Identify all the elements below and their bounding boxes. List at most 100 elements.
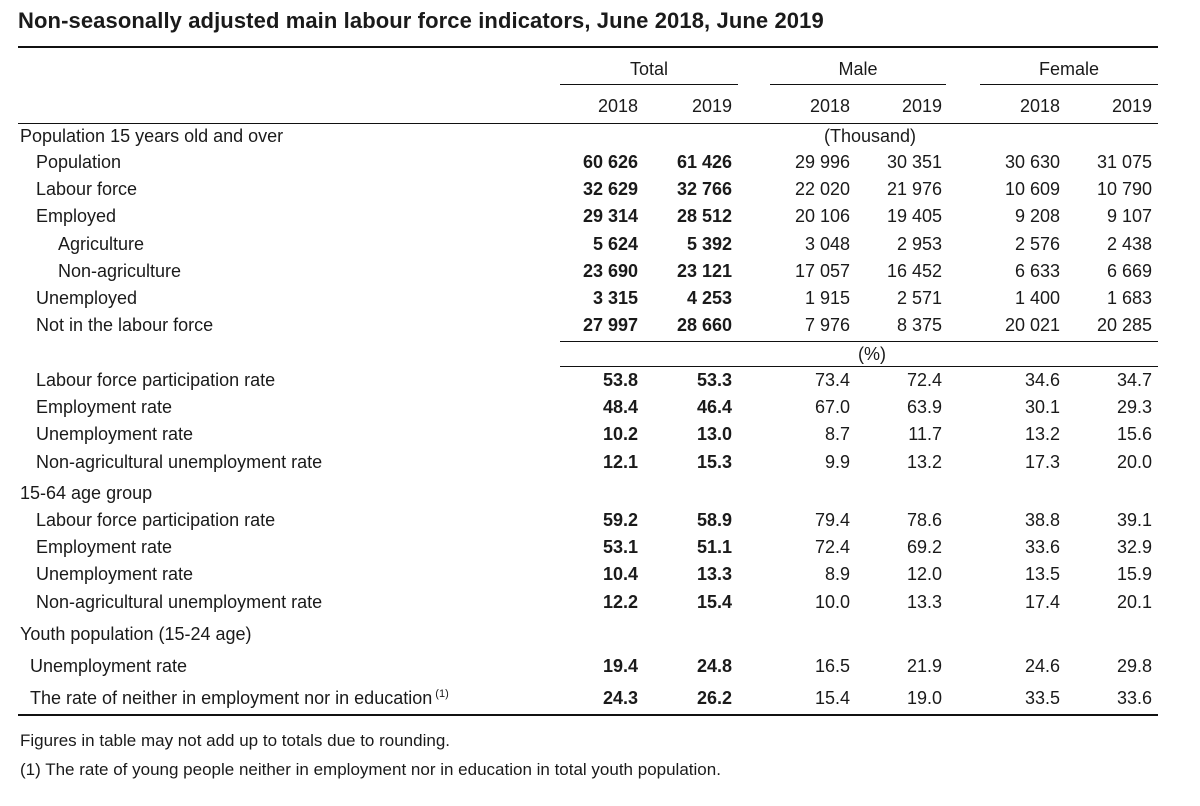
table-cell: 19 405 <box>886 206 942 227</box>
table-cell: 67.0 <box>814 397 850 418</box>
row-label: Employed <box>36 206 117 227</box>
table-cell: 19.4 <box>602 656 638 676</box>
table-cell: 10 790 <box>1096 179 1152 200</box>
table-cell: 23 690 <box>582 260 638 281</box>
table-cell: 51.1 <box>696 537 732 558</box>
table-cell: 6 633 <box>1014 260 1060 281</box>
footnote-neet-definition: (1) The rate of young people neither in … <box>20 760 721 779</box>
page-title: Non-seasonally adjusted main labour forc… <box>18 8 824 33</box>
row-label: Unemployment rate <box>30 656 188 676</box>
table-cell: 28 512 <box>676 206 732 227</box>
table-cell: 72.4 <box>906 370 942 390</box>
section-label-youth: Youth population (15-24 age) <box>20 624 252 644</box>
table-cell: 16.5 <box>814 656 850 676</box>
table-cell: 8.9 <box>824 564 850 585</box>
table-cell: 59.2 <box>602 510 638 530</box>
table-cell: 34.7 <box>1116 370 1152 390</box>
table-cell: 29.8 <box>1116 656 1152 676</box>
row-label: Labour force participation rate <box>36 370 276 390</box>
row-label: Unemployment rate <box>36 564 194 585</box>
table-cell: 72.4 <box>814 537 850 558</box>
table-cell: 8 375 <box>896 315 942 336</box>
table-cell: 39.1 <box>1116 510 1152 530</box>
table-cell: 32 766 <box>676 179 732 200</box>
row-label: Agriculture <box>58 233 145 254</box>
table-cell: 15.4 <box>696 591 732 612</box>
section-label-15-64: 15-64 age group <box>20 483 153 503</box>
table-cell: 21 976 <box>886 179 942 200</box>
percent-rule-bottom <box>560 366 1158 367</box>
table-cell: 33.6 <box>1024 537 1060 558</box>
group-header-total: Total <box>629 59 669 79</box>
table-cell: 20.0 <box>1116 451 1152 472</box>
table-cell: 20.1 <box>1116 591 1152 612</box>
table-cell: 13.3 <box>696 564 732 585</box>
year-header: 2019 <box>1111 96 1152 116</box>
row-label: Non-agricultural unemployment rate <box>36 591 323 612</box>
year-header-rule <box>18 123 1158 124</box>
row-label: Unemployed <box>36 288 138 308</box>
footnote-rounding: Figures in table may not add up to total… <box>20 731 450 750</box>
row-label: Not in the labour force <box>36 315 214 336</box>
table-cell: 26.2 <box>696 688 732 708</box>
group-rule-female <box>980 84 1158 85</box>
table-cell: 53.3 <box>696 370 732 390</box>
table-cell: 24.8 <box>696 656 732 676</box>
table-cell: 30.1 <box>1024 397 1060 418</box>
group-header-female: Female <box>1038 59 1100 79</box>
table-cell: 21.9 <box>906 656 942 676</box>
table-cell: 15.3 <box>696 451 732 472</box>
table-cell: 33.5 <box>1024 688 1060 708</box>
top-rule <box>18 46 1158 48</box>
unit-label-percent: (%) <box>858 344 886 364</box>
table-cell: 10.0 <box>814 591 850 612</box>
year-header: 2018 <box>597 96 638 116</box>
year-header: 2019 <box>901 96 942 116</box>
table-cell: 17 057 <box>794 260 850 281</box>
table-cell: 6 669 <box>1106 260 1152 281</box>
row-label: Unemployment rate <box>36 424 194 445</box>
table-cell: 78.6 <box>906 510 942 530</box>
table-cell: 20 021 <box>1004 315 1060 336</box>
bottom-rule <box>18 714 1158 716</box>
table-cell: 3 315 <box>592 288 638 308</box>
row-label: The rate of neither in employment nor in… <box>30 688 449 708</box>
table-cell: 73.4 <box>814 370 850 390</box>
table-cell: 29 996 <box>794 152 850 172</box>
table-cell: 12.1 <box>602 451 638 472</box>
table-cell: 8.7 <box>824 424 850 445</box>
table-cell: 29 314 <box>582 206 638 227</box>
table-cell: 23 121 <box>676 260 732 281</box>
percent-rule-top <box>560 341 1158 342</box>
table-cell: 10.2 <box>602 424 638 445</box>
year-header: 2018 <box>1019 96 1060 116</box>
unit-label-thousand: (Thousand) <box>823 126 917 146</box>
table-cell: 60 626 <box>582 152 638 172</box>
table-cell: 5 392 <box>686 233 732 254</box>
table-cell: 13.3 <box>906 591 942 612</box>
table-cell: 17.3 <box>1024 451 1060 472</box>
table-cell: 3 048 <box>804 233 850 254</box>
table-cell: 22 020 <box>794 179 850 200</box>
group-header-male: Male <box>838 59 878 79</box>
row-label: Non-agriculture <box>58 260 182 281</box>
table-cell: 20 106 <box>794 206 850 227</box>
row-label: Population <box>36 152 122 172</box>
table-cell: 15.4 <box>814 688 850 708</box>
table-cell: 17.4 <box>1024 591 1060 612</box>
table-cell: 16 452 <box>886 260 942 281</box>
table-cell: 20 285 <box>1096 315 1152 336</box>
table-cell: 2 438 <box>1106 233 1152 254</box>
table-cell: 5 624 <box>592 233 638 254</box>
table-cell: 1 683 <box>1106 288 1152 308</box>
table-cell: 15.9 <box>1116 564 1152 585</box>
table-cell: 15.6 <box>1116 424 1152 445</box>
table-cell: 2 571 <box>896 288 942 308</box>
table-cell: 7 976 <box>804 315 850 336</box>
table-cell: 63.9 <box>906 397 942 418</box>
table-cell: 9.9 <box>824 451 850 472</box>
row-label: Employment rate <box>36 397 173 418</box>
table-cell: 13.5 <box>1024 564 1060 585</box>
table-cell: 69.2 <box>906 537 942 558</box>
table-cell: 53.1 <box>602 537 638 558</box>
